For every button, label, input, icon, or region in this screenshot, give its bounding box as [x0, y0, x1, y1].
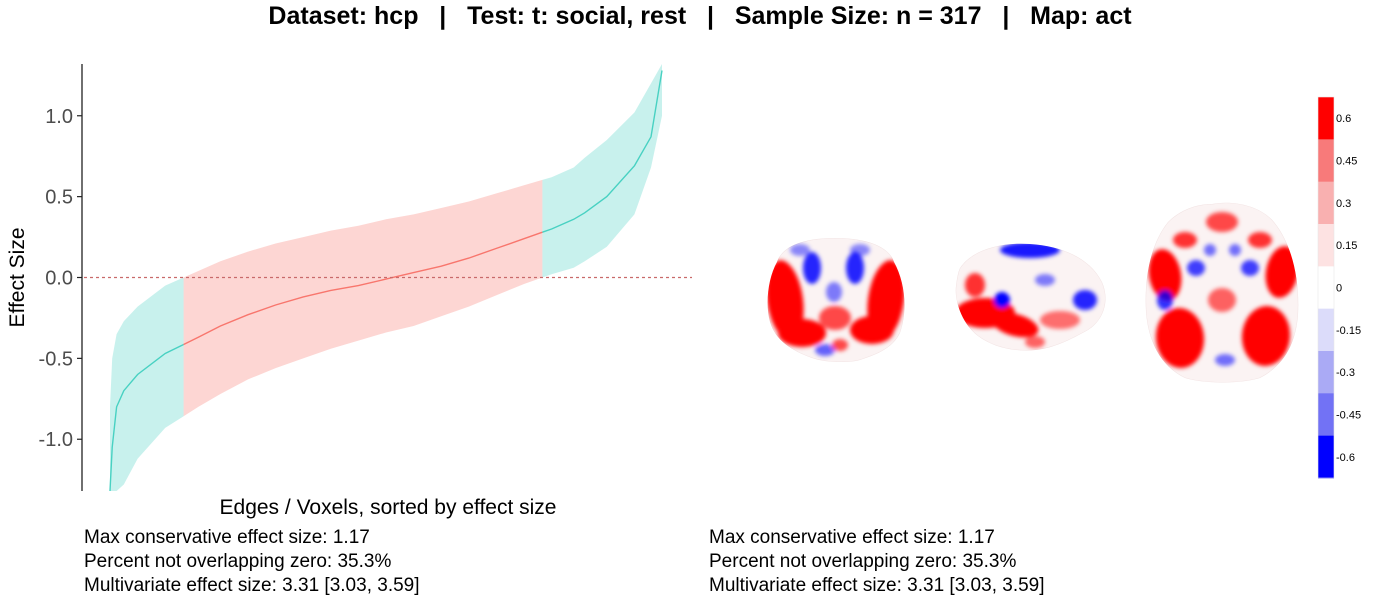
plot-area: [109, 64, 663, 491]
colorbar-label: -0.15: [1336, 325, 1361, 337]
colorbar-swatch: [1318, 351, 1334, 394]
colorbar-swatch: [1318, 393, 1334, 437]
ci-band-overlap-zero: [183, 179, 543, 417]
colorbar-label: -0.6: [1336, 452, 1355, 464]
colorbar-swatch: [1318, 224, 1334, 267]
activation-blobs: [767, 244, 905, 356]
colorbar-swatch: [1318, 181, 1334, 225]
x-axis-label: Edges / Voxels, sorted by effect size: [220, 496, 557, 519]
colorbar-swatch: [1318, 435, 1334, 479]
y-tick-label: 0.5: [45, 187, 73, 209]
colorbar-swatch: [1318, 139, 1334, 183]
stat-percent-nonoverlap: Percent not overlapping zero: 35.3%: [84, 551, 392, 572]
colorbar-label: -0.3: [1336, 367, 1355, 379]
ci-band-nonoverlap-positive: [542, 64, 662, 278]
effect-size-chart: 1.0 0.5 0.0 -0.5 -1.0 Effect Size Edges / Voxe…: [6, 64, 692, 519]
stat-multivariate: Multivariate effect size: 3.31 [3.03, 3.…: [84, 575, 420, 596]
activation-blobs: [1148, 212, 1299, 368]
estimate-line-overlap-zero: [183, 231, 543, 346]
brain-axial-view: [1145, 202, 1299, 383]
colorbar-swatch: [1318, 266, 1334, 310]
y-tick-label: -0.5: [39, 348, 73, 370]
colorbar-label: 0.45: [1336, 156, 1357, 168]
main-title: Dataset: hcp | Test: t: social, rest | S…: [268, 2, 1132, 30]
estimate-line-nonoverlap-negative: [109, 343, 184, 491]
colorbar-label: 0: [1336, 283, 1342, 295]
brain-sagittal-view: [955, 243, 1106, 351]
stat-multivariate: Multivariate effect size: 3.31 [3.03, 3.…: [709, 575, 1045, 596]
activation-blobs: [955, 243, 1097, 348]
colorbar-label: 0.15: [1336, 240, 1357, 252]
stat-max-conservative: Max conservative effect size: 1.17: [709, 527, 995, 548]
colorbar-swatch: [1318, 308, 1334, 352]
colorbar-swatch: [1318, 97, 1334, 140]
brain-coronal-view: [767, 238, 905, 363]
stats-right: Max conservative effect size: 1.17 Perce…: [709, 526, 1045, 598]
y-tick-label: -1.0: [39, 429, 73, 451]
brain-maps-panel: 0.6 0.45 0.3 0.15 0 -0.15 -0.3 -0.45 -0.6: [767, 96, 1361, 479]
y-tick-label: 0.0: [45, 268, 73, 290]
y-tick-label: 1.0: [45, 106, 73, 128]
colorbar: 0.6 0.45 0.3 0.15 0 -0.15 -0.3 -0.45 -0.6: [1317, 96, 1361, 479]
stat-max-conservative: Max conservative effect size: 1.17: [84, 527, 370, 548]
stats-left: Max conservative effect size: 1.17 Perce…: [84, 526, 420, 598]
colorbar-frame: [1317, 96, 1335, 479]
y-axis-label: Effect Size: [6, 228, 29, 328]
stat-percent-nonoverlap: Percent not overlapping zero: 35.3%: [709, 551, 1017, 572]
estimate-line-nonoverlap-positive: [542, 70, 663, 233]
colorbar-label: -0.45: [1336, 410, 1361, 422]
colorbar-label: 0.3: [1336, 198, 1351, 210]
colorbar-label: 0.6: [1336, 113, 1351, 125]
ci-band-nonoverlap-negative: [110, 277, 184, 491]
